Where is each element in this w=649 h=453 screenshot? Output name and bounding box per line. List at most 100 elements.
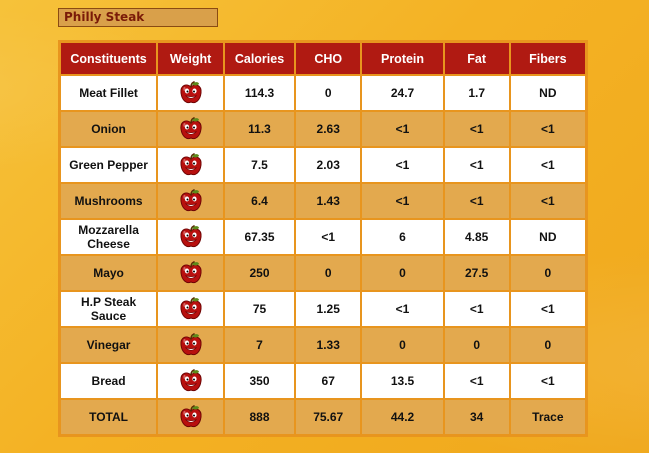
cell-constituent: Mushrooms — [60, 183, 158, 219]
apple-icon — [180, 261, 202, 284]
cell-fat: <1 — [443, 147, 510, 183]
table-row: Onion 11.3 2.63 <1 <1 <1 — [60, 111, 586, 147]
cell-constituent: Bread — [60, 363, 158, 399]
cell-fibers: <1 — [509, 147, 586, 183]
cell-calories: 11.3 — [223, 111, 296, 147]
cell-protein: 0 — [361, 327, 444, 363]
table-row: Vinegar 7 1.33 0 0 0 — [60, 327, 586, 363]
table-row: Meat Fillet 114.3 0 24.7 1.7 ND — [60, 75, 586, 111]
apple-icon — [180, 189, 202, 212]
cell-weight — [157, 147, 224, 183]
cell-calories: 7 — [223, 327, 296, 363]
cell-protein: <1 — [361, 111, 444, 147]
cell-fibers: <1 — [509, 183, 586, 219]
constituent-label: Green Pepper — [69, 158, 148, 172]
cell-weight — [157, 255, 224, 291]
cell-weight — [157, 291, 224, 327]
constituent-label: Cheese — [87, 237, 130, 251]
cell-weight — [157, 111, 224, 147]
cell-fat: <1 — [443, 363, 510, 399]
cell-weight — [157, 399, 224, 435]
cell-constituent: H.P Steak Sauce — [60, 291, 158, 327]
cell-cho: 2.03 — [295, 147, 362, 183]
header-constituents: Constituents — [60, 42, 158, 75]
constituent-label: Mozzarella — [78, 223, 139, 237]
apple-icon — [180, 333, 202, 356]
table-header-row: Constituents Weight Calories CHO Protein… — [60, 42, 586, 75]
constituent-label: TOTAL — [89, 410, 128, 424]
constituent-label: Vinegar — [86, 338, 131, 352]
cell-protein: 13.5 — [361, 363, 444, 399]
cell-weight — [157, 183, 224, 219]
cell-fibers: 0 — [509, 327, 586, 363]
cell-fibers: Trace — [509, 399, 586, 435]
cell-fibers: <1 — [509, 111, 586, 147]
header-protein: Protein — [361, 42, 444, 75]
header-fat: Fat — [443, 42, 510, 75]
cell-cho: 0 — [295, 255, 362, 291]
cell-protein: 24.7 — [361, 75, 444, 111]
cell-constituent: Mayo — [60, 255, 158, 291]
cell-fibers: ND — [509, 75, 586, 111]
page-title: Philly Steak — [58, 8, 218, 27]
apple-icon — [180, 369, 202, 392]
cell-calories: 67.35 — [223, 219, 296, 255]
cell-protein: 6 — [361, 219, 444, 255]
apple-icon — [180, 117, 202, 140]
cell-fat: 4.85 — [443, 219, 510, 255]
cell-fat: 27.5 — [443, 255, 510, 291]
cell-constituent: TOTAL — [60, 399, 158, 435]
cell-fat: <1 — [443, 111, 510, 147]
cell-calories: 75 — [223, 291, 296, 327]
cell-calories: 7.5 — [223, 147, 296, 183]
table-row: Bread 350 67 13.5 <1 <1 — [60, 363, 586, 399]
constituent-label: Onion — [91, 122, 126, 136]
header-cho: CHO — [295, 42, 362, 75]
header-weight: Weight — [157, 42, 224, 75]
cell-fat: 0 — [443, 327, 510, 363]
cell-cho: 75.67 — [295, 399, 362, 435]
cell-cho: 0 — [295, 75, 362, 111]
cell-cho: 2.63 — [295, 111, 362, 147]
cell-protein: <1 — [361, 147, 444, 183]
cell-cho: 1.43 — [295, 183, 362, 219]
apple-icon — [180, 153, 202, 176]
table-row: Green Pepper 7.5 2.03 <1 <1 <1 — [60, 147, 586, 183]
cell-cho: 1.33 — [295, 327, 362, 363]
header-calories: Calories — [223, 42, 296, 75]
table-row: H.P Steak Sauce 75 1.25 <1 <1 <1 — [60, 291, 586, 327]
cell-fibers: ND — [509, 219, 586, 255]
cell-cho: 1.25 — [295, 291, 362, 327]
header-fibers: Fibers — [509, 42, 586, 75]
cell-weight — [157, 327, 224, 363]
cell-fat: <1 — [443, 183, 510, 219]
cell-constituent: Mozzarella Cheese — [60, 219, 158, 255]
constituent-label: H.P Steak — [80, 295, 137, 309]
cell-protein: 0 — [361, 255, 444, 291]
cell-protein: <1 — [361, 291, 444, 327]
cell-fibers: <1 — [509, 363, 586, 399]
cell-constituent: Meat Fillet — [60, 75, 158, 111]
table-row: Mushrooms 6.4 1.43 <1 <1 <1 — [60, 183, 586, 219]
cell-constituent: Green Pepper — [60, 147, 158, 183]
constituent-label: Meat Fillet — [79, 86, 138, 100]
nutrition-table: Constituents Weight Calories CHO Protein… — [58, 40, 588, 437]
apple-icon — [180, 225, 202, 248]
cell-constituent: Onion — [60, 111, 158, 147]
cell-fat: <1 — [443, 291, 510, 327]
constituent-label: Mushrooms — [74, 194, 143, 208]
apple-icon — [180, 405, 202, 428]
cell-fibers: <1 — [509, 291, 586, 327]
table-row: Mozzarella Cheese 67.35 <1 6 4.85 ND — [60, 219, 586, 255]
cell-protein: 44.2 — [361, 399, 444, 435]
cell-calories: 350 — [223, 363, 296, 399]
constituent-label: Bread — [91, 374, 126, 388]
constituent-label: Sauce — [90, 309, 127, 323]
cell-calories: 114.3 — [223, 75, 296, 111]
cell-weight — [157, 219, 224, 255]
cell-fat: 1.7 — [443, 75, 510, 111]
table-row: TOTAL 888 75.67 44.2 34 Trace — [60, 399, 586, 435]
cell-cho: <1 — [295, 219, 362, 255]
apple-icon — [180, 81, 202, 104]
cell-calories: 6.4 — [223, 183, 296, 219]
